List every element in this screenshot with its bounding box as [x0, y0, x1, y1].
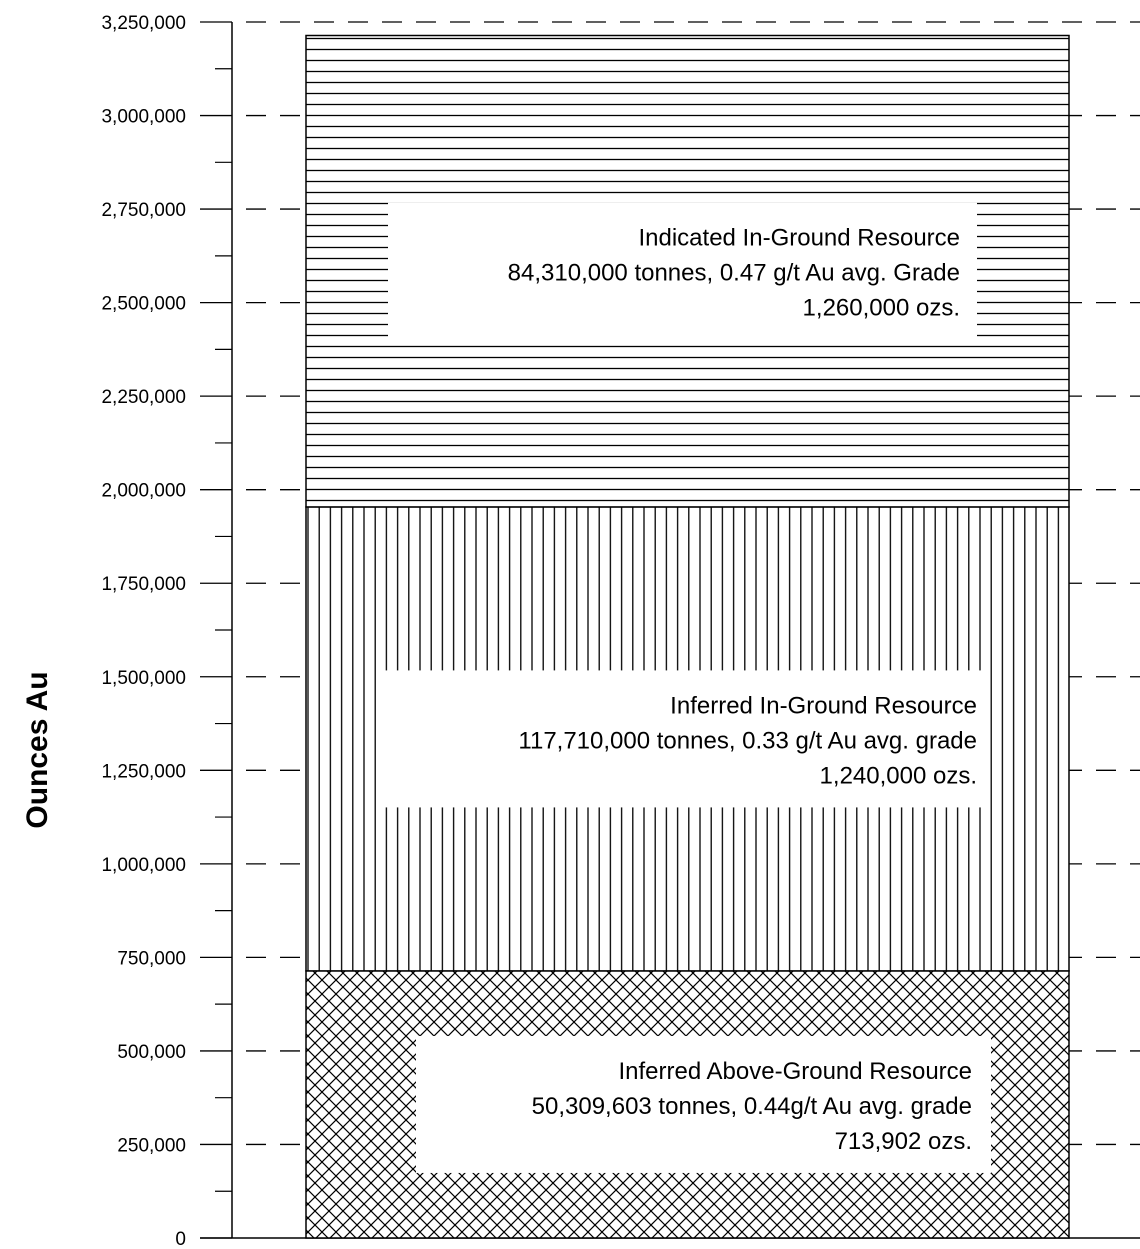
y-tick-label: 1,000,000: [101, 855, 186, 876]
segment-label-line: Indicated In-Ground Resource: [638, 225, 960, 252]
segment-label-line: 117,710,000 tonnes, 0.33 g/t Au avg. gra…: [518, 727, 977, 754]
segment-label-line: 84,310,000 tonnes, 0.47 g/t Au avg. Grad…: [508, 260, 960, 287]
y-tick-label: 2,750,000: [101, 200, 186, 221]
y-axis: 0 250,000 500,000 750,000 1,000,000 1,250,000…: [101, 13, 1140, 1249]
segment-label-box: [416, 1035, 991, 1173]
y-tick-label: 2,500,000: [101, 294, 186, 315]
segment-label-box: [388, 202, 977, 340]
y-tick-label: 1,500,000: [101, 668, 186, 689]
stacked-bar: Inferred Above-Ground Resource 50,309,603…: [305, 34, 1070, 1239]
y-tick-label: 750,000: [117, 948, 186, 969]
y-tick-label: 3,000,000: [101, 107, 186, 128]
y-tick-label: 250,000: [117, 1135, 186, 1156]
y-tick-label: 0: [175, 1229, 186, 1249]
segment-label-line: 1,240,000 ozs.: [820, 762, 977, 789]
segment-label-line: 1,260,000 ozs.: [803, 295, 960, 322]
segment-label-line: 50,309,603 tonnes, 0.44g/t Au avg. grade: [532, 1093, 972, 1120]
y-tick-label: 1,250,000: [101, 761, 186, 782]
y-axis-title: Ounces Au: [21, 671, 54, 828]
y-tick-label: 2,250,000: [101, 387, 186, 408]
segment-label-box: [382, 670, 990, 808]
segment-label-line: Inferred Above-Ground Resource: [618, 1058, 972, 1085]
segment-label-line: 713,902 ozs.: [835, 1128, 972, 1155]
y-tick-label: 500,000: [117, 1042, 186, 1063]
y-tick-label: 3,250,000: [101, 13, 186, 34]
segment-label-line: Inferred In-Ground Resource: [670, 692, 977, 719]
y-tick-label: 2,000,000: [101, 481, 186, 502]
y-tick-label: 1,750,000: [101, 574, 186, 595]
